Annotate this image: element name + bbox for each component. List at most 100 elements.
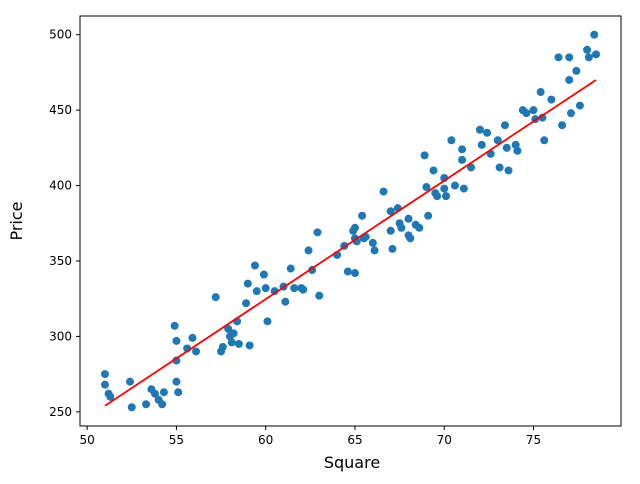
data-point bbox=[313, 228, 322, 237]
x-tick-label: 75 bbox=[526, 433, 541, 447]
data-point bbox=[350, 269, 359, 278]
data-point bbox=[106, 392, 115, 401]
data-point bbox=[125, 377, 134, 386]
data-point bbox=[218, 342, 227, 351]
data-point bbox=[404, 214, 413, 223]
y-axis-label: Price bbox=[7, 201, 26, 240]
data-point bbox=[192, 347, 201, 356]
data-point bbox=[315, 291, 324, 300]
data-point bbox=[142, 400, 151, 409]
data-point bbox=[415, 223, 424, 232]
y-tick-label: 350 bbox=[49, 254, 72, 268]
data-point bbox=[290, 284, 299, 293]
data-point bbox=[447, 136, 456, 145]
regression-line bbox=[104, 79, 597, 407]
data-point bbox=[450, 181, 459, 190]
data-point bbox=[286, 264, 295, 273]
data-point bbox=[477, 140, 486, 149]
data-point bbox=[406, 234, 415, 243]
data-point bbox=[159, 388, 168, 397]
data-point bbox=[547, 95, 556, 104]
data-point bbox=[343, 267, 352, 276]
data-point bbox=[386, 226, 395, 235]
data-point bbox=[172, 356, 181, 365]
data-point bbox=[584, 53, 593, 62]
data-point bbox=[500, 121, 509, 130]
data-point bbox=[243, 279, 252, 288]
data-point bbox=[583, 45, 592, 54]
data-point bbox=[174, 388, 183, 397]
data-point bbox=[567, 109, 576, 118]
data-point bbox=[211, 293, 220, 302]
data-point bbox=[467, 163, 476, 172]
data-point bbox=[304, 246, 313, 255]
data-point bbox=[386, 207, 395, 216]
data-point bbox=[127, 403, 136, 412]
data-point bbox=[592, 50, 601, 59]
data-point bbox=[554, 53, 563, 62]
data-point bbox=[565, 53, 574, 62]
data-point bbox=[422, 183, 431, 192]
data-point bbox=[522, 109, 531, 118]
data-point bbox=[252, 287, 261, 296]
data-point bbox=[100, 380, 109, 389]
x-tick-label: 60 bbox=[258, 433, 273, 447]
data-point bbox=[172, 377, 181, 386]
y-tick-label: 500 bbox=[49, 28, 72, 42]
data-point bbox=[172, 336, 181, 345]
data-point bbox=[281, 297, 290, 306]
data-point bbox=[458, 145, 467, 154]
data-point bbox=[429, 166, 438, 175]
data-point bbox=[558, 121, 567, 130]
data-point bbox=[502, 143, 511, 152]
data-point bbox=[433, 192, 442, 201]
data-point bbox=[224, 324, 233, 333]
data-point bbox=[536, 88, 545, 97]
data-point bbox=[397, 223, 406, 232]
plot-area: 50 55 60 65 70 75 250 300 350 400 450 500 bbox=[49, 15, 622, 447]
data-point bbox=[188, 333, 197, 342]
y-tick-label: 400 bbox=[49, 179, 72, 193]
data-point bbox=[261, 284, 270, 293]
data-point bbox=[442, 192, 451, 201]
data-point bbox=[575, 101, 584, 110]
x-tick-label: 50 bbox=[80, 433, 95, 447]
data-point bbox=[234, 339, 243, 348]
data-point bbox=[250, 261, 259, 270]
data-point bbox=[511, 140, 520, 149]
data-point bbox=[493, 136, 502, 145]
data-point bbox=[572, 66, 581, 75]
data-point bbox=[227, 338, 236, 347]
data-point bbox=[424, 211, 433, 220]
x-tick-label: 70 bbox=[437, 433, 452, 447]
axes-spines bbox=[79, 15, 622, 427]
data-point bbox=[420, 151, 429, 160]
y-tick-label: 250 bbox=[49, 405, 72, 419]
data-point bbox=[475, 125, 484, 134]
data-point bbox=[440, 184, 449, 193]
data-point bbox=[538, 113, 547, 122]
data-point bbox=[350, 223, 359, 232]
data-point bbox=[459, 184, 468, 193]
data-point bbox=[370, 246, 379, 255]
data-point bbox=[245, 341, 254, 350]
data-point bbox=[458, 155, 467, 164]
data-point bbox=[540, 136, 549, 145]
data-point bbox=[242, 299, 251, 308]
data-point bbox=[590, 30, 599, 39]
data-point bbox=[270, 287, 279, 296]
data-point bbox=[368, 238, 377, 247]
data-point bbox=[513, 146, 522, 155]
data-point bbox=[263, 317, 272, 326]
data-point bbox=[504, 166, 513, 175]
data-point bbox=[358, 211, 367, 220]
data-point bbox=[529, 106, 538, 115]
data-point bbox=[495, 163, 504, 172]
data-point bbox=[100, 370, 109, 379]
data-point bbox=[565, 75, 574, 84]
data-point bbox=[388, 244, 397, 253]
data-point bbox=[379, 187, 388, 196]
data-point bbox=[259, 270, 268, 279]
